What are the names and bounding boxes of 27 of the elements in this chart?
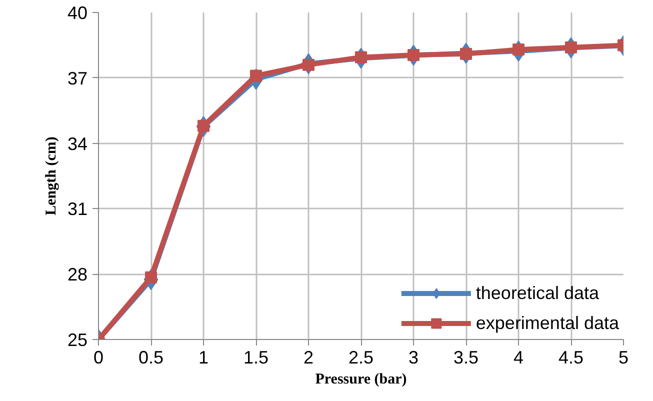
point [565, 41, 577, 54]
x-tick-label: 5 [618, 348, 629, 368]
point [460, 48, 472, 60]
point [355, 51, 367, 64]
y-tick-label: 40 [67, 3, 88, 23]
x-axis-title: Pressure (bar) [315, 372, 407, 388]
x-tick-label: 0 [93, 348, 104, 368]
x-tick-label: 4.5 [558, 348, 584, 368]
x-tick-label: 3.5 [453, 348, 479, 368]
x-tick-label: 2.5 [348, 348, 374, 368]
x-tick-label: 3 [408, 348, 419, 368]
y-tick-label: 34 [67, 134, 88, 154]
x-tick-label: 4 [513, 348, 524, 368]
y-tick-label: 25 [67, 330, 88, 350]
legend-label: experimental data [476, 312, 619, 334]
x-tick-label: 2 [303, 348, 314, 368]
point [512, 44, 524, 56]
y-tick-label: 31 [67, 199, 88, 220]
legend-label: theoretical data [476, 282, 599, 304]
x-tick-label: 1 [198, 348, 209, 368]
point [408, 49, 420, 62]
point [302, 58, 314, 71]
y-tick-label: 28 [67, 264, 88, 285]
y-axis-title: Length (cm) [43, 136, 60, 216]
x-tick-label: 0.5 [138, 348, 164, 368]
y-tick-label: 37 [67, 68, 88, 88]
x-tick-label: 1.5 [243, 348, 269, 368]
